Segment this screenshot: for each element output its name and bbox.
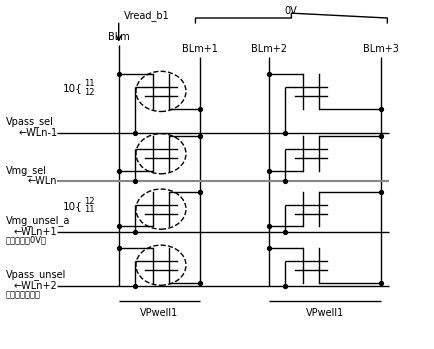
Text: 12: 12 (84, 88, 95, 97)
Text: 12: 12 (84, 197, 95, 206)
Text: Vmg_unsel_a: Vmg_unsel_a (6, 215, 70, 226)
Text: ←WLn+1: ←WLn+1 (14, 227, 57, 237)
Text: Vpass_sel: Vpass_sel (6, 117, 54, 127)
Text: Vpass_unsel: Vpass_unsel (6, 269, 66, 281)
Text: BLm: BLm (108, 32, 130, 42)
Text: ←WLn: ←WLn (28, 177, 57, 186)
Text: BLm+2: BLm+2 (251, 44, 287, 54)
Text: ←WLn-1: ←WLn-1 (18, 128, 57, 138)
Text: Vmg_sel: Vmg_sel (6, 165, 47, 176)
Text: VPwell1: VPwell1 (140, 308, 178, 318)
Text: ←WLn+2: ←WLn+2 (14, 281, 57, 291)
Text: （关断负电压）: （关断负电压） (6, 290, 41, 299)
Text: BLm+1: BLm+1 (182, 44, 218, 54)
Text: 11: 11 (84, 205, 95, 214)
Text: Vread_b1: Vread_b1 (124, 10, 170, 21)
Text: 10{: 10{ (63, 83, 82, 93)
Text: 0V: 0V (284, 6, 297, 16)
Text: 11: 11 (84, 79, 95, 88)
Text: BLm+3: BLm+3 (363, 44, 399, 54)
Text: VPwell1: VPwell1 (306, 308, 344, 318)
Text: （负电压或0V）: （负电压或0V） (6, 236, 47, 245)
Text: 10{: 10{ (63, 201, 82, 211)
